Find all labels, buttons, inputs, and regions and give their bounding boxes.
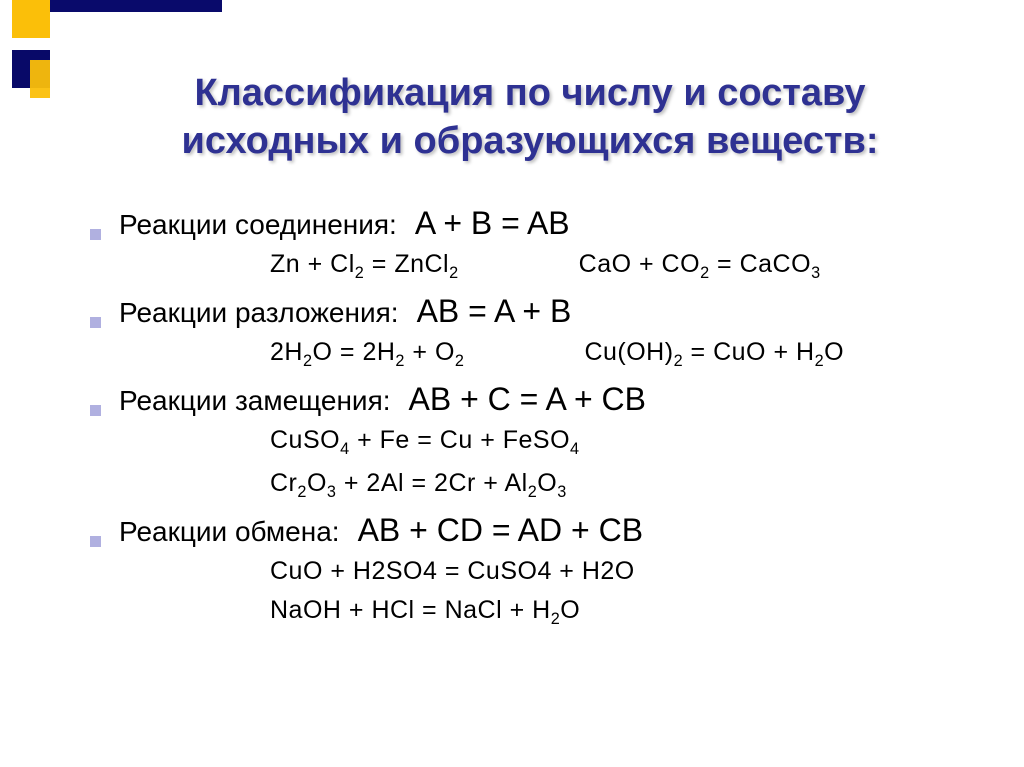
equation-line: 2H2O = 2H2 + O2 Cu(OH)2 = CuO + H2O bbox=[90, 338, 980, 371]
list-item: Реакции обмена: AB + CD = AD + CB CuO + … bbox=[90, 512, 980, 629]
slide-content: Классификация по числу и составу исходны… bbox=[80, 70, 980, 639]
decoration-top bbox=[12, 0, 222, 50]
equation: CuO + H2SO4 = CuSO4 + H2O bbox=[270, 557, 635, 585]
equation: Cr2O3 + 2Al = 2Cr + Al2O3 bbox=[270, 469, 567, 497]
section-label: Реакции замещения: bbox=[119, 385, 391, 417]
reaction-scheme: AB + C = A + CB bbox=[409, 381, 646, 418]
equation: CaO + CO2 = CaCO3 bbox=[579, 250, 821, 283]
list-item: Реакции соединения: A + B = AB Zn + Cl2 … bbox=[90, 205, 980, 283]
reaction-scheme: AB + CD = AD + CB bbox=[358, 512, 643, 549]
equation: NaOH + HCl = NaCl + H2O bbox=[270, 596, 580, 624]
list-item: Реакции разложения: AB = A + B 2H2O = 2H… bbox=[90, 293, 980, 371]
bullet-icon bbox=[90, 317, 101, 328]
equation-line: CuSO4 + Fe = Cu + FeSO4 bbox=[90, 426, 980, 459]
equation: 2H2O = 2H2 + O2 bbox=[270, 338, 464, 371]
bullet-icon bbox=[90, 405, 101, 416]
reaction-scheme: AB = A + B bbox=[417, 293, 572, 330]
section-label: Реакции соединения: bbox=[119, 209, 397, 241]
reaction-list: Реакции соединения: A + B = AB Zn + Cl2 … bbox=[80, 205, 980, 629]
section-label: Реакции разложения: bbox=[119, 297, 399, 329]
bullet-icon bbox=[90, 536, 101, 547]
bullet-icon bbox=[90, 229, 101, 240]
equation-line: NaOH + HCl = NaCl + H2O bbox=[90, 596, 980, 629]
slide-title: Классификация по числу и составу исходны… bbox=[140, 70, 920, 165]
equation-line: CuO + H2SO4 = CuSO4 + H2O bbox=[90, 557, 980, 586]
list-item: Реакции замещения: AB + C = A + CB CuSO4… bbox=[90, 381, 980, 502]
equation-line: Zn + Cl2 = ZnCl2 CaO + CO2 = CaCO3 bbox=[90, 250, 980, 283]
decoration-side bbox=[12, 50, 50, 730]
section-label: Реакции обмена: bbox=[119, 516, 340, 548]
equation: CuSO4 + Fe = Cu + FeSO4 bbox=[270, 426, 580, 454]
reaction-scheme: A + B = AB bbox=[415, 205, 570, 242]
equation-line: Cr2O3 + 2Al = 2Cr + Al2O3 bbox=[90, 469, 980, 502]
equation: Zn + Cl2 = ZnCl2 bbox=[270, 250, 459, 283]
equation: Cu(OH)2 = CuO + H2O bbox=[584, 338, 844, 371]
